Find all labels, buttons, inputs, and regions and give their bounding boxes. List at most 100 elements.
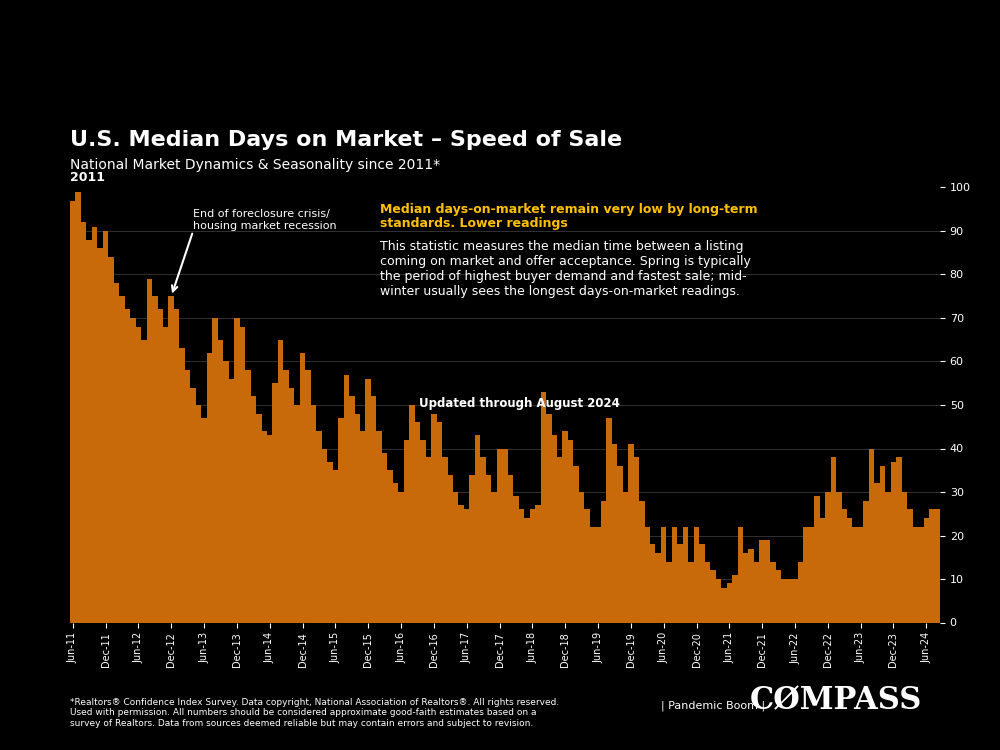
Bar: [776, 570, 781, 622]
Bar: [721, 588, 727, 622]
Bar: [869, 448, 874, 622]
Bar: [360, 431, 365, 622]
Bar: [847, 518, 852, 622]
Bar: [283, 370, 289, 622]
Bar: [300, 352, 305, 622]
Bar: [519, 509, 524, 622]
Text: | Pandemic Boom |: | Pandemic Boom |: [661, 700, 765, 711]
Bar: [185, 370, 190, 622]
Bar: [688, 562, 694, 622]
Bar: [781, 579, 787, 622]
Bar: [836, 492, 842, 622]
Bar: [831, 458, 836, 622]
Bar: [415, 422, 420, 622]
Bar: [278, 340, 283, 622]
Bar: [546, 414, 552, 622]
Bar: [770, 562, 776, 622]
Text: *Realtors® Confidence Index Survey. Data copyright, National Association of Real: *Realtors® Confidence Index Survey. Data…: [70, 698, 559, 728]
Bar: [759, 540, 765, 622]
Bar: [480, 458, 486, 622]
Bar: [344, 374, 349, 622]
Bar: [448, 475, 453, 622]
Bar: [650, 544, 655, 622]
Bar: [710, 570, 716, 622]
Bar: [229, 379, 234, 622]
Bar: [732, 574, 738, 622]
Bar: [327, 461, 333, 622]
Bar: [606, 418, 612, 622]
Bar: [612, 444, 617, 622]
Bar: [431, 414, 437, 622]
Bar: [852, 526, 858, 622]
Text: Updated through August 2024: Updated through August 2024: [419, 398, 620, 410]
Bar: [125, 309, 130, 622]
Bar: [75, 192, 81, 622]
Bar: [272, 383, 278, 622]
Bar: [595, 526, 601, 622]
Bar: [491, 492, 497, 622]
Bar: [601, 501, 606, 622]
Bar: [240, 327, 245, 622]
Bar: [787, 579, 792, 622]
Bar: [820, 518, 825, 622]
Bar: [458, 505, 464, 622]
Bar: [130, 318, 136, 622]
Bar: [393, 483, 398, 622]
Bar: [168, 296, 174, 622]
Bar: [349, 396, 355, 622]
Bar: [311, 405, 316, 622]
Bar: [885, 492, 891, 622]
Bar: [158, 309, 163, 622]
Bar: [174, 309, 179, 622]
Bar: [442, 458, 448, 622]
Bar: [929, 509, 935, 622]
Bar: [322, 448, 327, 622]
Bar: [634, 458, 639, 622]
Bar: [694, 526, 699, 622]
Bar: [639, 501, 645, 622]
Bar: [218, 340, 223, 622]
Bar: [579, 492, 584, 622]
Bar: [907, 509, 913, 622]
Bar: [97, 248, 103, 622]
Bar: [798, 562, 803, 622]
Bar: [86, 240, 92, 622]
Bar: [825, 492, 831, 622]
Bar: [338, 418, 344, 622]
Bar: [81, 222, 86, 622]
Bar: [672, 526, 677, 622]
Bar: [880, 466, 885, 622]
Bar: [365, 379, 371, 622]
Bar: [557, 458, 562, 622]
Text: National Market Dynamics & Seasonality since 2011*: National Market Dynamics & Seasonality s…: [70, 158, 440, 172]
Bar: [136, 327, 141, 622]
Bar: [355, 414, 360, 622]
Bar: [376, 431, 382, 622]
Bar: [683, 526, 688, 622]
Bar: [568, 440, 573, 622]
Bar: [913, 526, 918, 622]
Bar: [108, 257, 114, 622]
Bar: [256, 414, 262, 622]
Bar: [858, 526, 863, 622]
Bar: [152, 296, 158, 622]
Bar: [765, 540, 770, 622]
Bar: [333, 470, 338, 622]
Bar: [748, 548, 754, 622]
Bar: [562, 431, 568, 622]
Bar: [70, 200, 75, 622]
Bar: [666, 562, 672, 622]
Bar: [623, 492, 628, 622]
Bar: [387, 470, 393, 622]
Bar: [628, 444, 634, 622]
Bar: [371, 396, 376, 622]
Bar: [809, 526, 814, 622]
Bar: [464, 509, 469, 622]
Bar: [530, 509, 535, 622]
Bar: [842, 509, 847, 622]
Bar: [617, 466, 623, 622]
Bar: [245, 370, 251, 622]
Bar: [92, 226, 97, 622]
Bar: [896, 458, 902, 622]
Bar: [196, 405, 201, 622]
